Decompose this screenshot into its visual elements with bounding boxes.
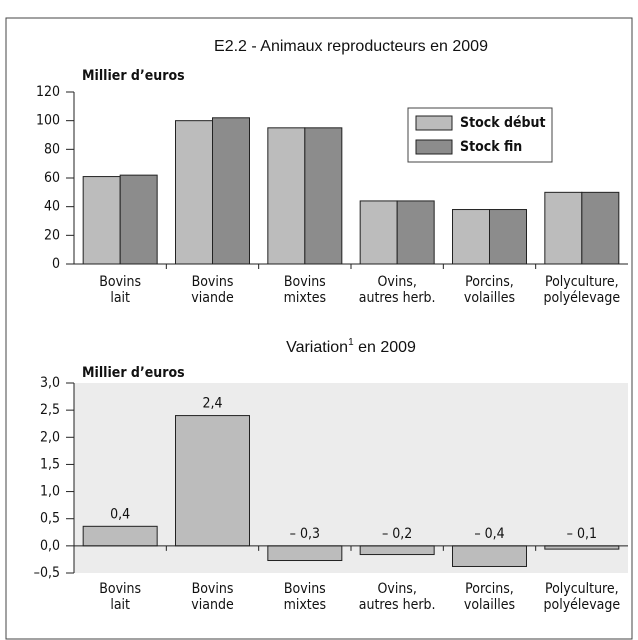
value-label: – 0,3	[290, 526, 320, 542]
y-tick-label: 1,5	[40, 456, 60, 472]
bar	[359, 545, 435, 556]
y-tick-label: 2,5	[40, 402, 60, 418]
x-tick-label: polyélevage	[544, 290, 621, 306]
x-tick-label: Bovins	[284, 274, 326, 290]
x-tick-label: autres herb.	[359, 290, 436, 306]
x-tick-label: lait	[110, 290, 130, 306]
x-tick-label: Bovins	[192, 581, 234, 597]
y-tick-label: 0,0	[40, 538, 60, 554]
legend-label: Stock fin	[460, 139, 522, 155]
title-part: en 2009	[354, 339, 416, 356]
x-tick-label: Ovins,	[377, 274, 416, 290]
bar	[489, 209, 527, 265]
x-tick-label: mixtes	[284, 290, 326, 306]
y-tick-label: 120	[36, 84, 60, 100]
legend-swatch	[415, 139, 453, 155]
x-tick-label: volailles	[464, 290, 515, 306]
bar	[119, 174, 158, 265]
bar	[581, 191, 620, 265]
y-axis-label: Millier d’euros	[82, 365, 185, 381]
y-tick-label: 0	[52, 256, 60, 272]
x-tick-label: volailles	[464, 597, 515, 613]
chart-title: E2.2 - Animaux reproducteurs en 2009	[214, 38, 488, 55]
x-tick-label: Polyculture,	[545, 274, 619, 290]
y-tick-label: 0,5	[40, 511, 60, 527]
x-tick-label: Porcins,	[465, 581, 514, 597]
bar	[175, 120, 213, 265]
value-label: 0,4	[110, 506, 130, 522]
y-tick-label: 3,0	[40, 375, 60, 391]
y-tick-label: 60	[44, 170, 60, 186]
y-tick-label: 20	[44, 227, 60, 243]
value-label: – 0,1	[567, 526, 597, 542]
x-tick-label: Bovins	[99, 581, 141, 597]
bar	[212, 117, 250, 265]
x-tick-label: Polyculture,	[545, 581, 619, 597]
legend-swatch	[415, 115, 453, 131]
legend-label: Stock début	[460, 115, 546, 131]
y-tick-label: –0,5	[34, 565, 60, 581]
x-tick-label: polyélevage	[544, 597, 621, 613]
bar	[396, 200, 435, 265]
bar	[82, 176, 121, 265]
title-part: Variation	[286, 339, 348, 356]
bar	[304, 127, 343, 265]
y-axis-label: Millier d’euros	[82, 68, 185, 84]
x-tick-label: Bovins	[284, 581, 326, 597]
y-tick-label: 80	[44, 141, 60, 157]
bar	[175, 415, 250, 547]
x-tick-label: Ovins,	[377, 581, 416, 597]
x-tick-label: lait	[110, 597, 130, 613]
x-tick-label: Bovins	[99, 274, 141, 290]
plot-background	[74, 383, 628, 573]
y-tick-label: 100	[36, 113, 60, 129]
x-tick-label: viande	[191, 597, 234, 613]
bar	[544, 191, 583, 265]
x-tick-label: autres herb.	[359, 597, 436, 613]
x-tick-label: mixtes	[284, 597, 326, 613]
chart-title: Variation1 en 2009	[286, 337, 416, 356]
bar	[359, 200, 398, 265]
bar	[452, 209, 490, 265]
bar	[452, 545, 527, 567]
x-tick-label: viande	[191, 290, 234, 306]
bar	[267, 545, 343, 562]
y-tick-label: 40	[44, 199, 60, 215]
bar	[82, 525, 158, 547]
value-label: 2,4	[202, 396, 222, 412]
y-tick-label: 2,0	[40, 429, 60, 445]
y-tick-label: 1,0	[40, 484, 60, 500]
value-label: – 0,2	[382, 526, 412, 542]
value-label: – 0,4	[474, 526, 504, 542]
x-tick-label: Bovins	[192, 274, 234, 290]
title-part: 1	[348, 337, 354, 348]
bar	[267, 127, 306, 265]
x-tick-label: Porcins,	[465, 274, 514, 290]
